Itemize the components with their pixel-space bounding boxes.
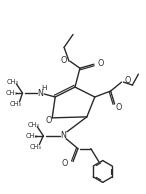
Text: O: O [62, 159, 68, 168]
Text: CH₃: CH₃ [6, 90, 18, 96]
Text: O: O [61, 56, 67, 65]
Text: N: N [60, 131, 66, 140]
Text: CH₃: CH₃ [29, 144, 41, 150]
Text: O: O [125, 76, 131, 85]
Text: CH₃: CH₃ [25, 133, 37, 139]
Text: O: O [98, 59, 104, 68]
Text: H: H [41, 85, 47, 91]
Text: O: O [45, 116, 51, 125]
Text: CH₃: CH₃ [9, 101, 22, 107]
Text: CH₃: CH₃ [7, 79, 19, 85]
Text: CH₃: CH₃ [27, 122, 39, 128]
Text: N: N [37, 88, 43, 98]
Text: O: O [116, 103, 122, 112]
